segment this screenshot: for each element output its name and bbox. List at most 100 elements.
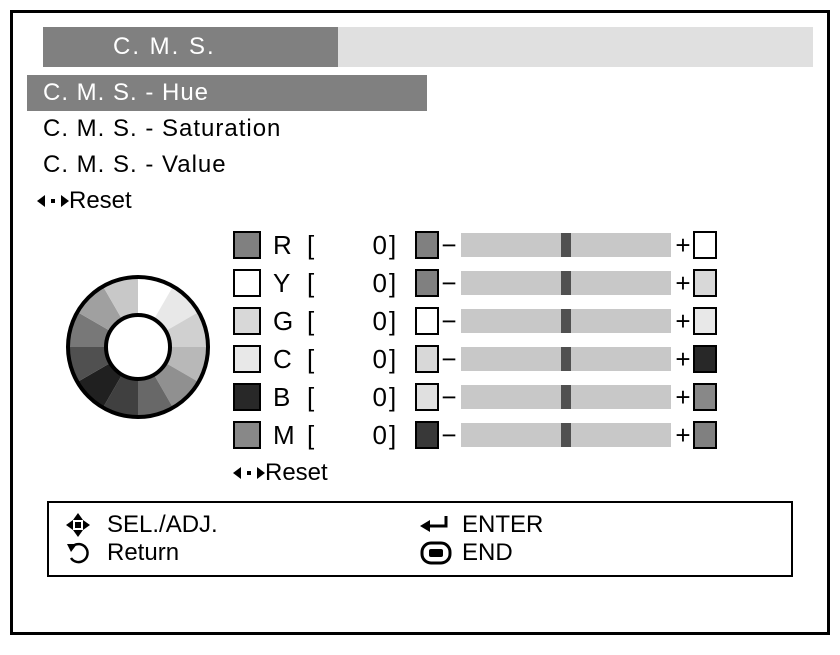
rows-reset-label: Reset — [265, 459, 328, 487]
swatch-R — [233, 231, 261, 259]
color-row-R[interactable]: R[0] − + — [233, 227, 807, 263]
plus-sign: + — [673, 344, 693, 375]
center-area: R[0]−+Y[0]−+G[0]−+C[0]−+B[0]−+M[0]−+ Res… — [13, 227, 827, 487]
header-spacer — [338, 27, 813, 67]
bracket-close: ] — [389, 344, 405, 375]
row-value: 0 — [323, 344, 389, 375]
minus-swatch — [415, 231, 439, 259]
reset-icon — [233, 464, 265, 482]
color-wheel-icon — [58, 267, 218, 427]
minus-sign: − — [439, 420, 459, 451]
minus-sign: − — [439, 344, 459, 375]
swatch-M — [233, 421, 261, 449]
bracket-open: [ — [307, 306, 323, 337]
slider-track[interactable] — [461, 423, 671, 447]
end-icon — [420, 541, 456, 565]
bracket-open: [ — [307, 230, 323, 261]
bracket-open: [ — [307, 382, 323, 413]
header-bar: C. M. S. — [43, 27, 813, 67]
footer-return-label: Return — [107, 539, 179, 567]
plus-swatch — [693, 307, 717, 335]
slider-track[interactable] — [461, 271, 671, 295]
minus-swatch — [415, 307, 439, 335]
footer-sel-adj-label: SEL./ADJ. — [107, 511, 218, 539]
menu-item-2[interactable]: C. M. S. - Value — [27, 147, 827, 183]
row-label: C — [273, 344, 307, 375]
slider-thumb[interactable] — [561, 423, 571, 447]
plus-sign: + — [673, 420, 693, 451]
row-label: G — [273, 306, 307, 337]
row-value: 0 — [323, 230, 389, 261]
slider-track[interactable] — [461, 385, 671, 409]
slider-thumb[interactable] — [561, 233, 571, 257]
bracket-close: ] — [389, 268, 405, 299]
footer: SEL./ADJ. ENTER — [47, 501, 793, 577]
footer-enter: ENTER — [420, 511, 775, 539]
dpad-icon — [65, 512, 101, 538]
slider-track[interactable] — [461, 347, 671, 371]
color-row-B[interactable]: B[0] − + — [233, 379, 807, 415]
return-icon — [65, 542, 101, 564]
plus-sign: + — [673, 230, 693, 261]
menu: C. M. S. - HueC. M. S. - SaturationC. M.… — [13, 75, 827, 183]
color-row-C[interactable]: C[0] − + — [233, 341, 807, 377]
swatch-C — [233, 345, 261, 373]
slider-thumb[interactable] — [561, 271, 571, 295]
minus-sign: − — [439, 306, 459, 337]
menu-item-1[interactable]: C. M. S. - Saturation — [27, 111, 827, 147]
slider-thumb[interactable] — [561, 309, 571, 333]
plus-swatch — [693, 269, 717, 297]
bracket-close: ] — [389, 420, 405, 451]
footer-enter-label: ENTER — [462, 511, 543, 539]
minus-swatch — [415, 345, 439, 373]
row-label: B — [273, 382, 307, 413]
bracket-close: ] — [389, 306, 405, 337]
minus-sign: − — [439, 268, 459, 299]
rows-reset[interactable]: Reset — [233, 459, 807, 487]
bracket-open: [ — [307, 268, 323, 299]
minus-swatch — [415, 383, 439, 411]
bracket-close: ] — [389, 382, 405, 413]
cms-panel: C. M. S. C. M. S. - HueC. M. S. - Satura… — [10, 10, 830, 635]
plus-sign: + — [673, 306, 693, 337]
minus-swatch — [415, 421, 439, 449]
swatch-Y — [233, 269, 261, 297]
plus-swatch — [693, 383, 717, 411]
plus-sign: + — [673, 268, 693, 299]
plus-swatch — [693, 421, 717, 449]
footer-return: Return — [65, 539, 420, 567]
row-value: 0 — [323, 420, 389, 451]
bracket-open: [ — [307, 344, 323, 375]
row-label: Y — [273, 268, 307, 299]
slider-thumb[interactable] — [561, 385, 571, 409]
swatch-B — [233, 383, 261, 411]
menu-reset[interactable]: Reset — [27, 183, 827, 219]
enter-icon — [420, 514, 456, 536]
menu-item-0[interactable]: C. M. S. - Hue — [27, 75, 427, 111]
menu-reset-label: Reset — [69, 187, 132, 215]
color-row-M[interactable]: M[0] − + — [233, 417, 807, 453]
slider-track[interactable] — [461, 309, 671, 333]
bracket-open: [ — [307, 420, 323, 451]
color-row-Y[interactable]: Y[0] − + — [233, 265, 807, 301]
row-label: M — [273, 420, 307, 451]
plus-sign: + — [673, 382, 693, 413]
color-wheel-container — [43, 227, 233, 487]
bracket-close: ] — [389, 230, 405, 261]
plus-swatch — [693, 345, 717, 373]
slider-thumb[interactable] — [561, 347, 571, 371]
color-row-G[interactable]: G[0]−+ — [233, 303, 807, 339]
minus-sign: − — [439, 230, 459, 261]
row-value: 0 — [323, 268, 389, 299]
row-value: 0 — [323, 382, 389, 413]
swatch-G — [233, 307, 261, 335]
slider-track[interactable] — [461, 233, 671, 257]
row-label: R — [273, 230, 307, 261]
color-rows: R[0]−+Y[0]−+G[0]−+C[0]−+B[0]−+M[0]−+ Res… — [233, 227, 827, 487]
minus-sign: − — [439, 382, 459, 413]
reset-icon — [37, 192, 69, 210]
footer-end-label: END — [462, 539, 513, 567]
footer-end: END — [420, 539, 775, 567]
header-title: C. M. S. — [43, 27, 338, 67]
footer-sel-adj: SEL./ADJ. — [65, 511, 420, 539]
